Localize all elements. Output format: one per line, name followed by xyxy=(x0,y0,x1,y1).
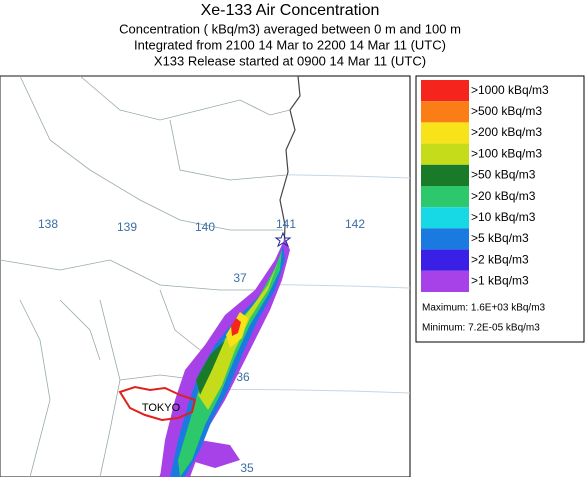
plume-band xyxy=(196,340,225,395)
legend-swatch xyxy=(421,143,469,165)
border xyxy=(0,259,270,291)
legend-label: >5 kBq/m3 xyxy=(471,231,529,245)
borders xyxy=(0,75,291,477)
legend-label: >1000 kBq/m3 xyxy=(471,83,549,97)
longitude-label: 141 xyxy=(276,217,296,231)
longitude-label: 142 xyxy=(345,217,365,231)
legend-swatch xyxy=(421,207,469,229)
coordinate-labels: 138 139 140 141 142 37 36 35 xyxy=(38,217,365,475)
legend-swatch xyxy=(421,101,469,123)
longitude-label: 140 xyxy=(195,220,215,234)
release-site xyxy=(274,231,292,248)
border xyxy=(59,299,101,361)
minimum-label: Minimum: 7.2E-05 kBq/m3 xyxy=(422,323,540,334)
legend-label: >1 kBq/m3 xyxy=(471,274,529,288)
plume xyxy=(160,238,290,477)
border xyxy=(169,119,287,181)
legend-label: >50 kBq/m3 xyxy=(471,168,536,182)
legend-swatch xyxy=(421,249,469,271)
latitude-label: 35 xyxy=(240,461,254,475)
legend-swatch xyxy=(421,80,469,102)
title: Xe-133 Air Concentration xyxy=(201,2,380,19)
legend-label: >200 kBq/m3 xyxy=(471,125,542,139)
longitude-label: 139 xyxy=(117,220,137,234)
border xyxy=(79,75,291,121)
place-label: TOKYO xyxy=(142,402,181,414)
plume-band xyxy=(231,318,241,336)
legend-label: >10 kBq/m3 xyxy=(471,210,536,224)
legend-label: >500 kBq/m3 xyxy=(471,104,542,118)
subtitle: Integrated from 2100 14 Mar to 2200 14 M… xyxy=(134,37,446,52)
legend-label: >100 kBq/m3 xyxy=(471,146,542,160)
border xyxy=(19,75,283,231)
longitude-label: 138 xyxy=(38,217,58,231)
latitude-label: 36 xyxy=(236,370,250,384)
map: TOKYO 138 139 140 141 142 37 36 35 xyxy=(0,75,411,477)
legend-label: >20 kBq/m3 xyxy=(471,189,536,203)
legend: Maximum: 1.6E+03 kBq/m3 Minimum: 7.2E-05… xyxy=(415,75,585,343)
plume-band xyxy=(195,440,240,468)
latitude-label: 37 xyxy=(233,271,247,285)
legend-swatch xyxy=(421,186,469,208)
maximum-label: Maximum: 1.6E+03 kBq/m3 xyxy=(422,303,546,314)
legend-swatch xyxy=(421,270,469,292)
legend-swatch xyxy=(421,228,469,250)
legend-label: >2 kBq/m3 xyxy=(471,252,529,266)
subtitle: X133 Release started at 0900 14 Mar 11 (… xyxy=(154,53,426,68)
legend-swatch xyxy=(421,122,469,144)
legend-swatch xyxy=(421,164,469,186)
border xyxy=(19,299,51,477)
subtitle: Concentration ( kBq/m3) averaged between… xyxy=(119,21,461,36)
tokyo-outline xyxy=(118,385,197,422)
